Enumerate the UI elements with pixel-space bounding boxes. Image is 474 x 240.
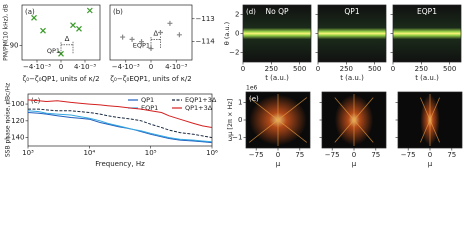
y-tick-label: −2: [229, 49, 239, 57]
y-tick-label: −120: [5, 117, 24, 125]
x-axis-label: μ: [428, 160, 433, 168]
legend-label: EQP1: [141, 104, 158, 112]
x-tick-label: 10⁵: [145, 149, 157, 157]
heatmap-cross: [420, 94, 440, 146]
x-tick-label: 0: [391, 65, 395, 73]
x-tick-label: −4·10⁻³: [112, 63, 140, 71]
series-line: [28, 108, 213, 139]
point: [148, 46, 154, 52]
x-tick-label: 4·10⁻³: [74, 63, 96, 71]
x-axis-label: ζ₀−ζ₀EQP1, units of κ/2: [110, 75, 192, 83]
x-tick-label: 0: [316, 65, 320, 73]
x-tick-label: 0: [352, 151, 356, 159]
panel-label: (c): [31, 97, 41, 105]
x-tick-label: 0: [276, 151, 280, 159]
x-tick-label: 0: [59, 63, 63, 71]
x-tick-label: 10⁴: [83, 149, 95, 157]
y-tick-label: 1: [238, 99, 242, 107]
annotation: QP1: [47, 47, 60, 55]
heatmap-cross: [334, 94, 374, 146]
point: [70, 22, 76, 29]
legend-label: EQP1+3Δ: [185, 96, 217, 104]
y-axis-label: ωμ [2π × Hz]: [226, 99, 234, 142]
panel-label: (d): [246, 8, 256, 16]
x-axis-label: t (a.u.): [265, 74, 289, 82]
series-line: [27, 112, 213, 144]
x-tick-label: 500: [443, 65, 456, 73]
x-tick-label: 10³: [22, 149, 34, 157]
x-axis-label: t (a.u.): [415, 74, 439, 82]
x-tick-label: 75: [447, 151, 456, 159]
series-line: [27, 110, 213, 143]
x-axis-label: ζ₀−ζ₀QP1, units of κ/2: [22, 75, 99, 83]
series-line: [27, 99, 213, 128]
x-axis-label: μ: [352, 160, 357, 168]
legend-label: QP1: [141, 96, 154, 104]
y-tick-label: −140: [5, 134, 24, 142]
x-axis-label: t (a.u.): [340, 74, 364, 82]
point: [176, 32, 182, 38]
figure: −4·10⁻³ 0 4·10⁻³ −90 (a) ζ₀−ζ₀QP1, units of κ…: [3, 4, 463, 168]
annotation: Δ: [65, 35, 70, 43]
x-tick-label: 10⁶: [206, 149, 218, 157]
y-tick-label: −113: [196, 15, 215, 23]
y-axis-label: SSB phase noise, dBc/Hz: [5, 83, 12, 157]
y-tick-label: 0: [238, 116, 242, 124]
x-tick-label: 250: [265, 65, 278, 73]
y-tick-label: −100: [5, 100, 24, 108]
legend-label: QP1+3Δ: [185, 104, 213, 112]
point: [139, 39, 145, 45]
x-tick-label: 0: [149, 63, 153, 71]
x-tick-label: −75: [401, 151, 416, 159]
y-tick-label: 2: [235, 11, 239, 19]
x-tick-label: 0: [241, 65, 245, 73]
x-tick-label: 500: [293, 65, 306, 73]
x-tick-label: 0: [428, 151, 432, 159]
delta-guide: [60, 41, 74, 54]
point: [31, 14, 37, 21]
point: [76, 25, 82, 32]
x-tick-label: 250: [415, 65, 428, 73]
point: [129, 36, 135, 42]
annotation: Δ: [153, 30, 158, 38]
point: [58, 50, 64, 57]
x-tick-label: −75: [249, 151, 264, 159]
x-tick-label: 4·10⁻³: [165, 63, 187, 71]
x-tick-label: 75: [371, 151, 380, 159]
panel-title: QP1: [344, 7, 359, 16]
panel-title: No QP: [265, 7, 288, 16]
y-axis-label: θ (a.u.): [223, 22, 231, 45]
point: [157, 30, 163, 35]
y-tick-label: −1: [232, 134, 242, 142]
x-axis-label: Frequency, Hz: [95, 160, 145, 168]
axis-offset: 1e6: [246, 85, 258, 92]
heatmap-image: [243, 5, 311, 62]
point: [86, 7, 93, 14]
delta-guide: [150, 36, 161, 49]
panel-label: (b): [113, 8, 123, 16]
x-tick-label: −4·10⁻³: [23, 63, 51, 71]
point: [40, 27, 46, 34]
x-axis-label: μ: [276, 160, 281, 168]
point: [120, 34, 126, 40]
heatmap-cross: [248, 94, 308, 146]
panel-label: (a): [25, 8, 35, 16]
panel-title: EQP1: [417, 7, 437, 16]
x-tick-label: 75: [295, 151, 304, 159]
x-tick-label: 500: [368, 65, 381, 73]
annotation: EQP1: [133, 42, 150, 50]
y-axis-label: PM/PM(10 kHz), dB: [3, 4, 10, 61]
panel-label: (e): [249, 95, 259, 103]
heatmap-image: [393, 5, 461, 62]
y-tick-label: −90: [4, 41, 19, 49]
y-tick-label: 0: [235, 30, 239, 38]
x-tick-label: −75: [325, 151, 340, 159]
point: [167, 20, 173, 26]
x-tick-label: 250: [340, 65, 353, 73]
axes-frame: [27, 93, 213, 147]
y-tick-label: −114: [196, 38, 216, 46]
heatmap-image: [318, 5, 386, 62]
